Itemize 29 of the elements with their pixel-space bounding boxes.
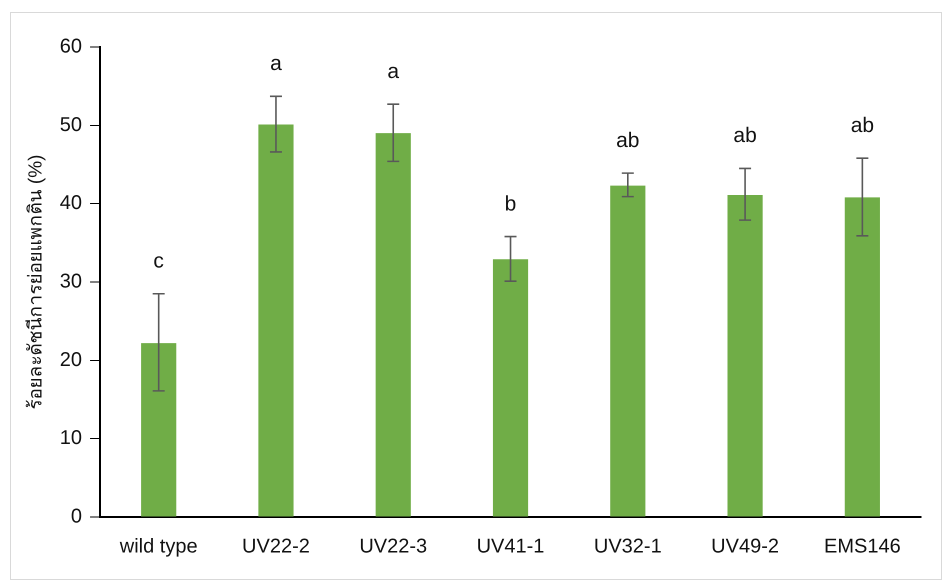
x-tick-label: UV41-1 xyxy=(476,536,544,558)
y-tick-label: 10 xyxy=(60,427,82,450)
x-tick-label: UV22-2 xyxy=(242,536,310,558)
y-axis-title: ร้อยละดัชนีการย่อยแพกติน (%) xyxy=(24,154,47,410)
bar xyxy=(844,197,880,516)
y-tick-label: 40 xyxy=(60,192,82,214)
bar xyxy=(727,195,763,516)
y-tick-label: 30 xyxy=(60,270,82,293)
bar xyxy=(610,186,646,516)
y-tick-label: 50 xyxy=(60,114,82,136)
y-tick-label: 0 xyxy=(70,506,82,528)
bar xyxy=(492,259,528,516)
x-tick-label: EMS146 xyxy=(824,536,901,558)
bar xyxy=(376,133,411,516)
bar xyxy=(258,124,294,516)
bar xyxy=(141,343,176,516)
x-tick-label: UV49-2 xyxy=(711,536,779,558)
annotation: b xyxy=(504,192,516,216)
x-tick-label: UV22-3 xyxy=(359,536,428,558)
annotation: ab xyxy=(733,124,757,148)
annotation: ab xyxy=(850,114,874,138)
annotation: ab xyxy=(616,128,640,152)
annotation: c xyxy=(153,250,164,273)
annotation: a xyxy=(270,52,282,76)
y-tick-label: 60 xyxy=(60,36,82,58)
x-tick-label: wild type xyxy=(118,536,198,558)
x-tick-label: UV32-1 xyxy=(594,536,662,558)
y-tick-label: 20 xyxy=(60,348,82,371)
annotation: a xyxy=(387,60,400,83)
